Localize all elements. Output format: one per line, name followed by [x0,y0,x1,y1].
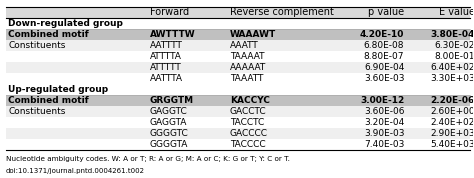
Text: Constituents: Constituents [9,41,66,50]
Text: E value: E value [439,7,474,17]
Text: 3.60E-03: 3.60E-03 [364,74,404,83]
Bar [6,62,470,73]
Bar [6,73,470,84]
Text: ATTTTT: ATTTTT [150,63,182,72]
Text: AATTTA: AATTTA [150,74,183,83]
Text: TACCTC: TACCTC [230,118,264,127]
Text: 8.80E-07: 8.80E-07 [364,52,404,61]
Text: 3.30E+03: 3.30E+03 [430,74,474,83]
Text: ATTTTA: ATTTTA [150,52,182,61]
Text: GGGGTC: GGGGTC [150,129,189,138]
Text: p value: p value [368,7,404,17]
Text: 2.40E+02: 2.40E+02 [430,118,474,127]
Text: doi:10.1371/journal.pntd.0004261.t002: doi:10.1371/journal.pntd.0004261.t002 [6,168,145,174]
Text: AAATT: AAATT [230,41,259,50]
Bar [6,18,470,29]
Text: GAGGTC: GAGGTC [150,107,188,116]
Text: 2.20E-06: 2.20E-06 [431,96,474,105]
Text: 3.60E-06: 3.60E-06 [364,107,404,116]
Bar [6,40,470,51]
Bar [6,51,470,62]
Text: 6.40E+02: 6.40E+02 [430,63,474,72]
Text: Nucleotide ambiguity codes. W: A or T; R: A or G; M: A or C; K: G or T; Y: C or : Nucleotide ambiguity codes. W: A or T; R… [6,156,290,162]
Text: TAAATT: TAAATT [230,74,263,83]
Bar [6,84,470,95]
Text: Constituents: Constituents [9,107,66,116]
Text: GAGGTA: GAGGTA [150,118,187,127]
Text: Reverse complement: Reverse complement [230,7,334,17]
Text: 3.20E-04: 3.20E-04 [364,118,404,127]
Text: GRGGTM: GRGGTM [150,96,194,105]
Text: TACCCC: TACCCC [230,140,265,149]
Bar [6,95,470,106]
Text: 8.00E-01: 8.00E-01 [435,52,474,61]
Text: AATTTT: AATTTT [150,41,182,50]
Text: 7.40E-03: 7.40E-03 [364,140,404,149]
Text: 5.40E+03: 5.40E+03 [430,140,474,149]
Text: 6.90E-04: 6.90E-04 [364,63,404,72]
Text: 6.30E-02: 6.30E-02 [435,41,474,50]
Text: Combined motif: Combined motif [9,96,89,105]
Text: Combined motif: Combined motif [9,30,89,39]
Bar [6,7,470,18]
Text: TAAAAT: TAAAAT [230,52,264,61]
Text: 3.80E-04: 3.80E-04 [430,30,474,39]
Bar [6,29,470,40]
Text: 6.80E-08: 6.80E-08 [364,41,404,50]
Text: KACCYC: KACCYC [230,96,270,105]
Text: 3.90E-03: 3.90E-03 [364,129,404,138]
Text: Forward: Forward [150,7,189,17]
Text: 2.60E+00: 2.60E+00 [430,107,474,116]
Bar [6,106,470,117]
Text: Up-regulated group: Up-regulated group [9,85,109,94]
Text: AAAAAT: AAAAAT [230,63,266,72]
Text: AWTTTW: AWTTTW [150,30,195,39]
Text: 3.00E-12: 3.00E-12 [360,96,404,105]
Bar [6,128,470,139]
Text: 2.90E+03: 2.90E+03 [430,129,474,138]
Text: 4.20E-10: 4.20E-10 [360,30,404,39]
Text: WAAAWT: WAAAWT [230,30,276,39]
Bar [6,139,470,150]
Text: GACCTC: GACCTC [230,107,266,116]
Text: GGGGTA: GGGGTA [150,140,188,149]
Bar [6,117,470,128]
Text: Down-regulated group: Down-regulated group [9,19,123,28]
Text: GACCCC: GACCCC [230,129,268,138]
